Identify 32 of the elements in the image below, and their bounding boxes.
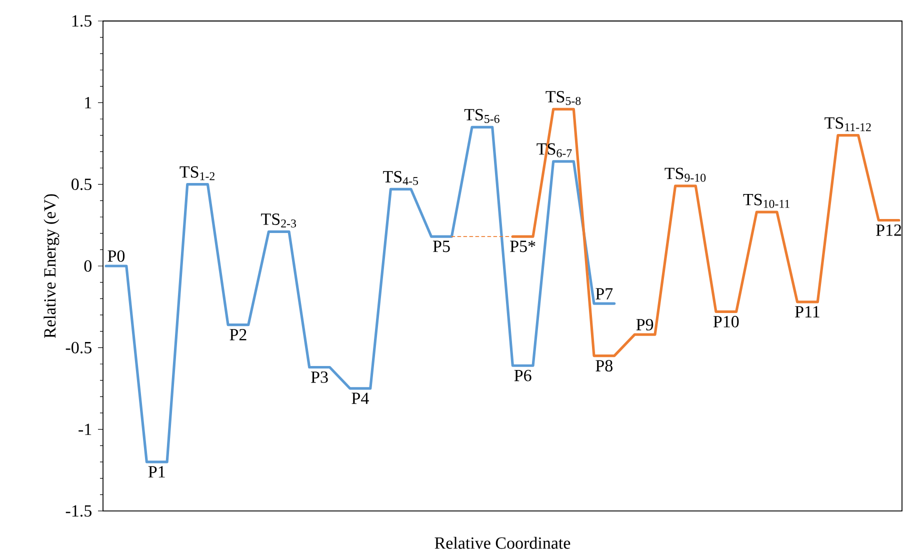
data-label: P5 (433, 240, 450, 252)
y-tick-label: 0 (84, 260, 92, 272)
data-label: TS$_{1-2}$ (180, 166, 214, 180)
data-label: P8 (596, 360, 612, 372)
data-label: P9 (636, 318, 654, 330)
data-label: P3 (311, 371, 328, 383)
y-axis-title: Relative Energy (eV) (44, 194, 60, 338)
data-label: P5* (510, 240, 536, 252)
y-tick-label: 1 (85, 97, 92, 108)
data-label: P11 (795, 306, 820, 318)
y-tick-label: 0.5 (72, 178, 92, 190)
data-label: TS$_{10-11}$ (743, 194, 790, 208)
data-label: TS$_{5-8}$ (546, 91, 581, 105)
data-label: P4 (352, 392, 369, 404)
data-label: TS$_{4-5}$ (383, 171, 418, 186)
data-label: P7 (596, 288, 613, 300)
data-label: P6 (514, 370, 532, 382)
data-label: P2 (230, 328, 246, 340)
data-label: P1 (148, 466, 165, 478)
y-tick-label: -1.5 (66, 505, 92, 517)
data-label: TS$_{11-12}$ (824, 117, 871, 132)
data-label: P0 (108, 250, 125, 262)
data-label: P10 (713, 316, 739, 328)
y-tick-label: -1 (78, 424, 92, 435)
data-label: TS$_{5-6}$ (464, 108, 500, 123)
x-axis-title: Relative Coordinate (434, 536, 570, 549)
data-label: TS$_{9-10}$ (664, 168, 706, 182)
data-label: TS$_{2-3}$ (261, 214, 296, 228)
y-tick-label: -0.5 (66, 342, 92, 354)
line-series (104, 126, 616, 464)
y-tick-label: 1.5 (72, 15, 92, 27)
data-label: P12 (876, 224, 902, 236)
